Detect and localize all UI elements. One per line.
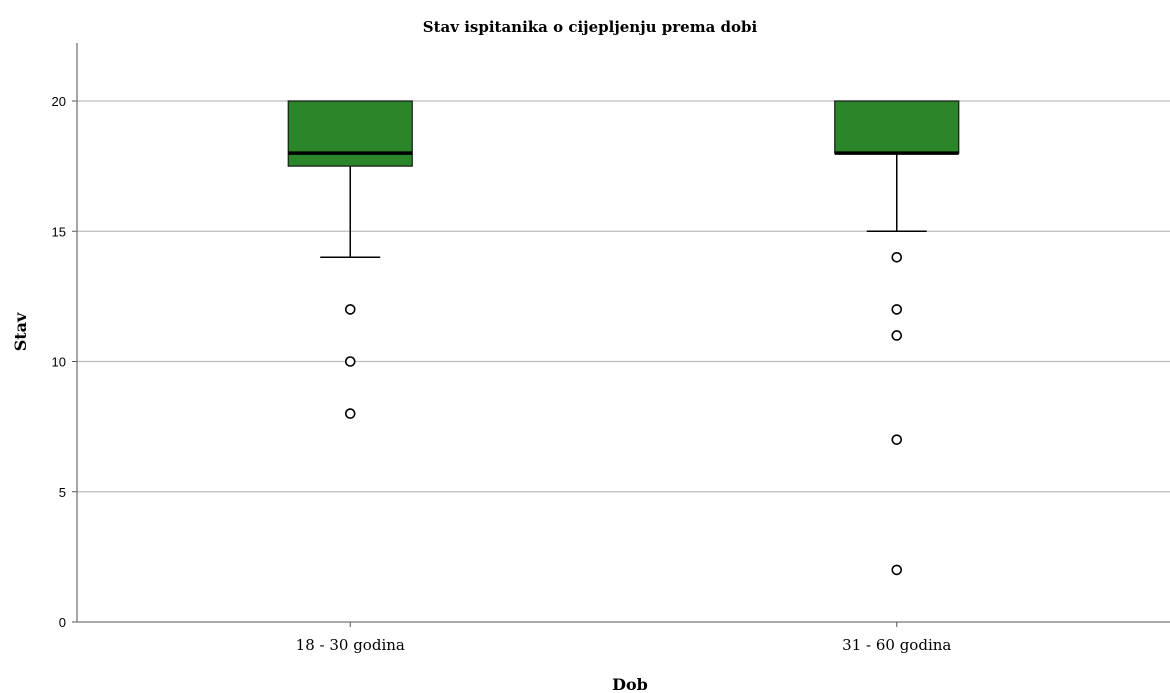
gridlines	[77, 100, 1170, 493]
box-group	[834, 100, 960, 576]
x-tick-label: 31 - 60 godina	[842, 636, 951, 654]
y-axis-ticks: 0 5 10 15 20	[52, 94, 77, 630]
y-tick-label: 0	[59, 615, 66, 630]
box-group	[287, 100, 413, 419]
outlier-point	[344, 304, 356, 315]
iqr-box	[287, 100, 413, 167]
outlier-point	[344, 356, 356, 367]
outlier-point	[344, 408, 356, 419]
y-tick-label: 10	[52, 355, 66, 370]
y-tick-label: 5	[59, 485, 66, 500]
y-axis-title: Stav	[11, 312, 30, 351]
chart-title: Stav ispitanika o cijepljenju prema dobi	[423, 18, 758, 36]
outlier-point	[891, 434, 903, 445]
outlier-point	[891, 564, 903, 576]
outlier-point	[891, 304, 903, 315]
x-axis-ticks: 18 - 30 godina 31 - 60 godina	[296, 622, 951, 654]
outlier-point	[891, 251, 903, 263]
y-tick-label: 15	[52, 224, 66, 239]
boxes	[287, 100, 960, 576]
outlier-point	[891, 330, 903, 341]
iqr-box	[834, 100, 960, 154]
y-tick-label: 20	[52, 94, 66, 109]
x-axis-title: Dob	[612, 675, 648, 693]
x-tick-label: 18 - 30 godina	[296, 636, 405, 654]
